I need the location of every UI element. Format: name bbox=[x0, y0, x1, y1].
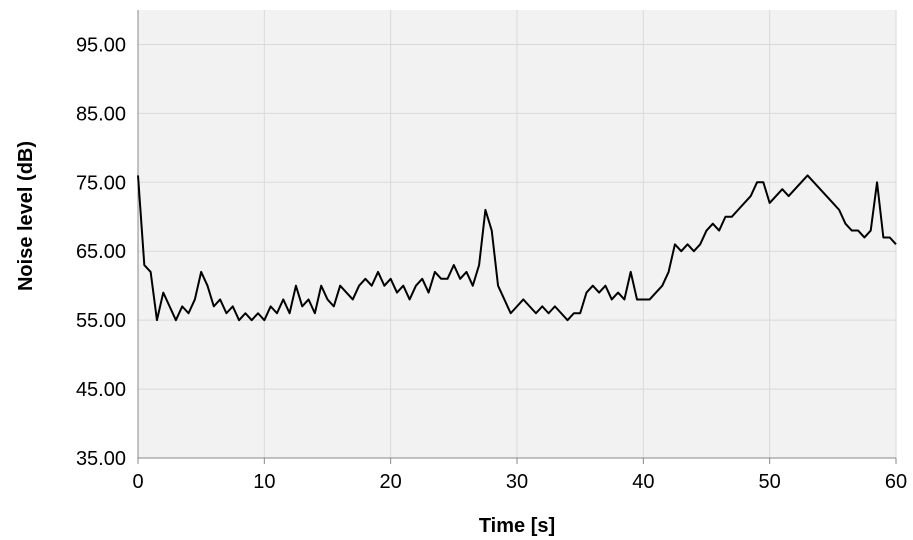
x-tick-label: 30 bbox=[506, 471, 528, 493]
y-tick-label: 45.00 bbox=[76, 379, 126, 401]
data-line bbox=[137, 174, 897, 322]
x-tick-label: 10 bbox=[253, 471, 275, 493]
y-tick-label: 75.00 bbox=[76, 172, 126, 194]
y-axis-title: Noise level (dB) bbox=[15, 141, 37, 291]
x-tick-label: 40 bbox=[632, 471, 654, 493]
x-tick-label: 0 bbox=[132, 471, 143, 493]
y-tick-label: 55.00 bbox=[76, 310, 126, 332]
x-axis-title: Time [s] bbox=[479, 515, 555, 537]
x-tick-label: 20 bbox=[380, 471, 402, 493]
y-tick-label: 85.00 bbox=[76, 103, 126, 125]
x-tick-label: 60 bbox=[885, 471, 907, 493]
x-tick-label: 50 bbox=[759, 471, 781, 493]
y-tick-label: 65.00 bbox=[76, 241, 126, 263]
y-tick-label: 35.00 bbox=[76, 448, 126, 470]
y-tick-label: 95.00 bbox=[76, 34, 126, 56]
